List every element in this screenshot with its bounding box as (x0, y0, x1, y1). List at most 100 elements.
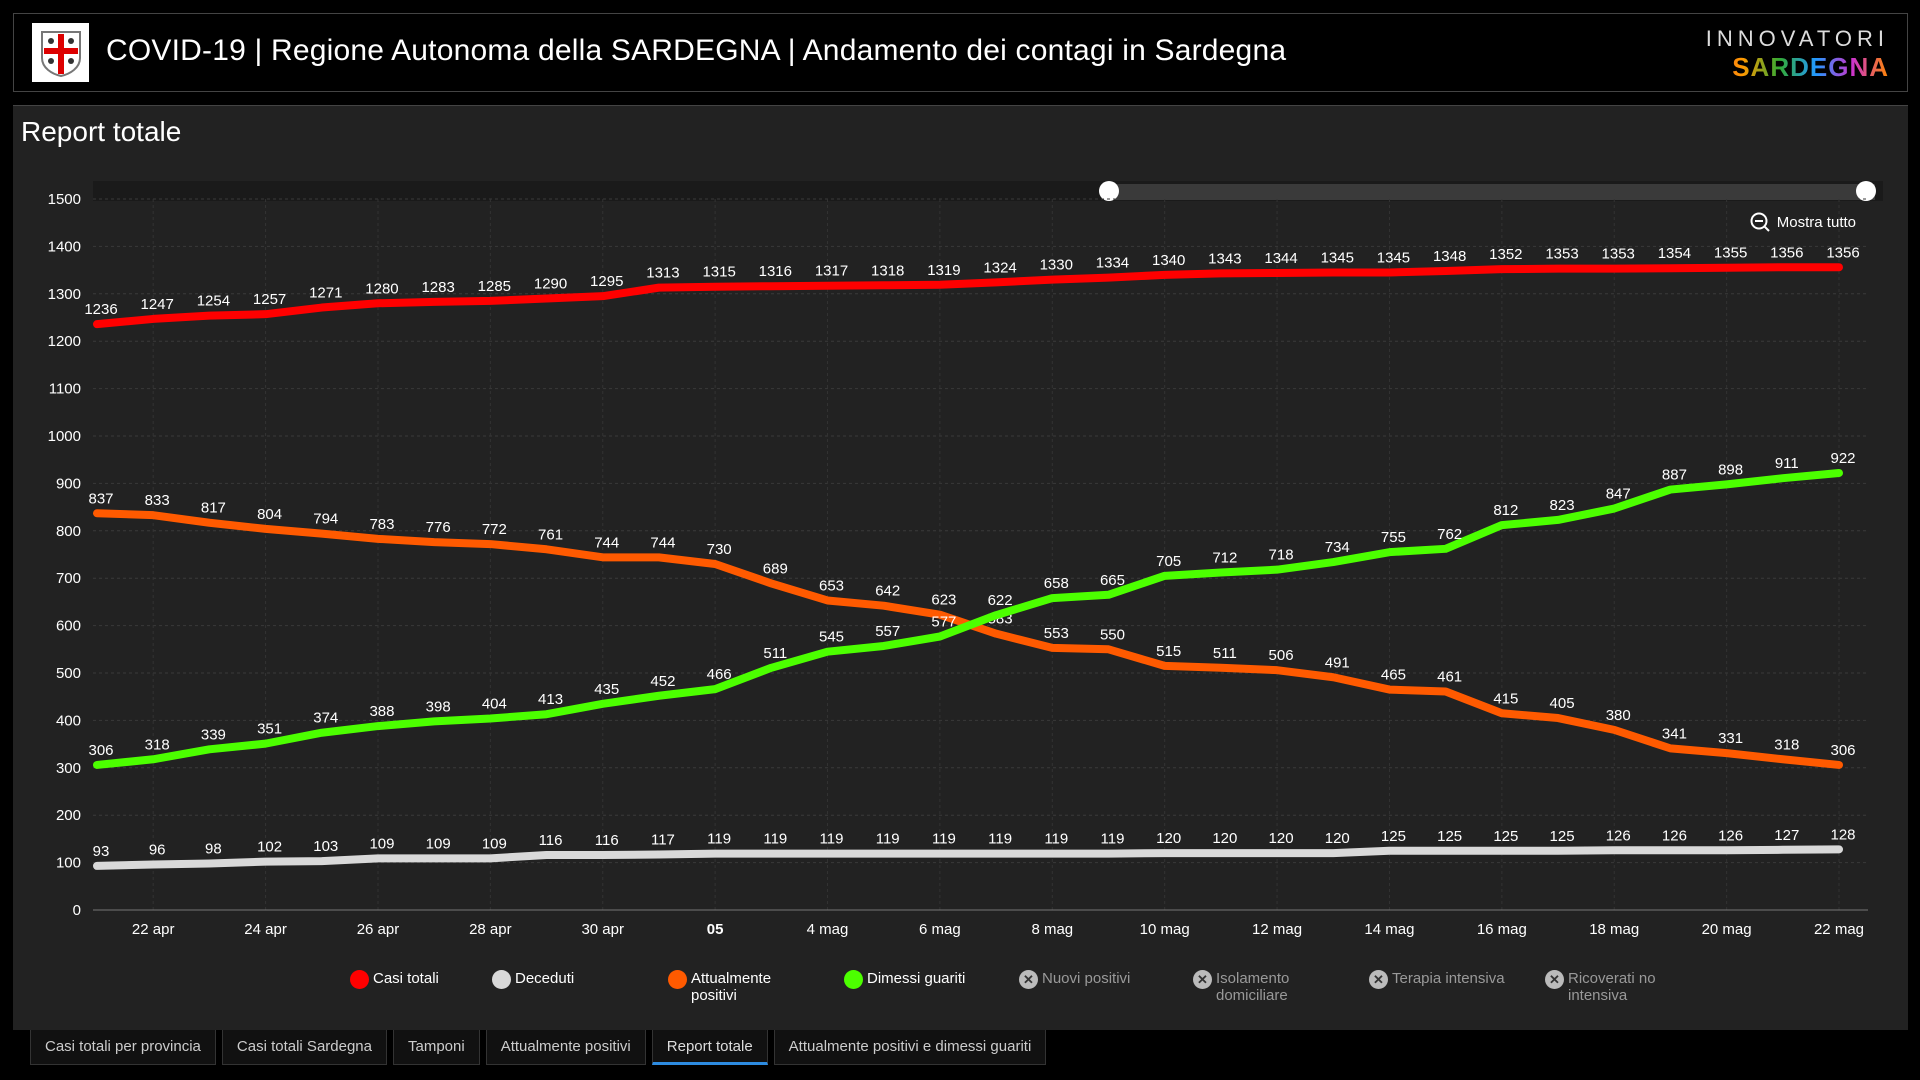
data-point-attualmente-positivi (1611, 726, 1618, 733)
x-tick-label: 22 mag (1814, 921, 1864, 938)
data-point-deceduti (1217, 850, 1224, 857)
panel-title: Report totale (21, 116, 182, 147)
data-point-attualmente-positivi (1161, 662, 1168, 669)
y-tick-label: 1400 (48, 238, 81, 255)
data-point-deceduti (599, 852, 606, 859)
data-point-casi-totali (1330, 269, 1337, 276)
legend-label: Attualmente positivi (691, 970, 772, 1004)
data-label-attualmente-positivi: 776 (426, 519, 451, 536)
data-point-attualmente-positivi (880, 602, 887, 609)
data-point-dimessi-guariti (880, 642, 887, 649)
data-point-attualmente-positivi (1105, 646, 1112, 653)
tab-casi-totali-sardegna[interactable]: Casi totali Sardegna (221, 1030, 387, 1065)
legend-item-attualmente-positivi[interactable]: Attualmente positivi (668, 970, 826, 1004)
data-label-casi-totali: 1353 (1602, 246, 1635, 263)
data-point-dimessi-guariti (655, 692, 662, 699)
legend-hidden-x-icon: ✕ (1369, 970, 1388, 989)
data-point-casi-totali (206, 312, 213, 319)
data-label-attualmente-positivi: 550 (1100, 626, 1125, 643)
data-label-casi-totali: 1280 (365, 280, 398, 297)
data-label-dimessi-guariti: 705 (1156, 553, 1181, 570)
data-label-casi-totali: 1257 (253, 291, 286, 308)
data-point-deceduti (824, 850, 831, 857)
data-label-deceduti: 119 (707, 831, 731, 848)
legend-item-deceduti[interactable]: Deceduti (492, 970, 650, 1004)
x-tick-label: 28 apr (469, 921, 512, 938)
data-point-dimessi-guariti (1386, 549, 1393, 556)
y-tick-label: 500 (56, 665, 81, 682)
data-label-casi-totali: 1236 (84, 301, 117, 318)
legend-item-isolamento-domiciliare[interactable]: ✕ Isolamento domiciliare (1193, 970, 1351, 1004)
data-point-deceduti (431, 855, 438, 862)
data-point-attualmente-positivi (1723, 750, 1730, 757)
data-label-casi-totali: 1316 (759, 263, 792, 280)
data-point-dimessi-guariti (487, 715, 494, 722)
data-point-deceduti (150, 861, 157, 868)
legend-item-ricoverati-no-intensiva[interactable]: ✕ Ricoverati no intensiva (1545, 970, 1675, 1004)
tab-attualmente-positivi[interactable]: Attualmente positivi (485, 1030, 646, 1065)
data-point-casi-totali (1442, 268, 1449, 275)
tab-tamponi[interactable]: Tamponi (393, 1030, 480, 1065)
data-point-dimessi-guariti (1498, 522, 1505, 529)
data-label-casi-totali: 1324 (983, 259, 1016, 276)
show-all-button[interactable]: Mostra tutto (1749, 211, 1856, 233)
data-point-casi-totali (318, 304, 325, 311)
legend-item-terapia-intensiva[interactable]: ✕ Terapia intensiva (1369, 970, 1527, 1004)
data-label-deceduti: 126 (1606, 827, 1631, 844)
legend-item-dimessi-guariti[interactable]: Dimessi guariti (844, 970, 1001, 1004)
data-point-casi-totali (824, 282, 831, 289)
legend-hidden-x-icon: ✕ (1019, 970, 1038, 989)
series-line-deceduti (93, 845, 1843, 870)
legend-item-casi-totali[interactable]: Casi totali (350, 970, 474, 1004)
data-label-casi-totali: 1345 (1377, 249, 1410, 266)
data-point-dimessi-guariti (206, 746, 213, 753)
data-label-attualmente-positivi: 837 (88, 490, 113, 507)
data-label-dimessi-guariti: 413 (538, 691, 563, 708)
y-tick-label: 1200 (48, 333, 81, 350)
data-label-attualmente-positivi: 744 (594, 534, 619, 551)
data-point-dimessi-guariti (318, 729, 325, 736)
data-label-dimessi-guariti: 812 (1493, 502, 1518, 519)
data-label-attualmente-positivi: 553 (1044, 625, 1069, 642)
tab-report-totale[interactable]: Report totale (651, 1030, 768, 1065)
data-point-attualmente-positivi (487, 541, 494, 548)
y-tick-label: 200 (56, 807, 81, 824)
data-label-deceduti: 93 (93, 843, 110, 860)
data-point-attualmente-positivi (1836, 761, 1842, 768)
legend-label: Terapia intensiva (1392, 970, 1505, 987)
legend-item-nuovi-positivi[interactable]: ✕ Nuovi positivi (1019, 970, 1175, 1004)
legend-label: Isolamento domiciliare (1216, 970, 1290, 1004)
y-tick-label: 300 (56, 760, 81, 777)
data-label-attualmente-positivi: 783 (369, 516, 394, 533)
data-point-attualmente-positivi (1049, 644, 1056, 651)
data-label-deceduti: 119 (932, 831, 956, 848)
app-header: COVID-19 | Regione Autonoma della SARDEG… (13, 13, 1908, 92)
data-label-attualmente-positivi: 405 (1550, 695, 1575, 712)
data-label-deceduti: 120 (1156, 830, 1181, 847)
data-point-deceduti (262, 858, 269, 865)
data-point-deceduti (374, 855, 381, 862)
data-label-casi-totali: 1254 (197, 293, 230, 310)
data-label-attualmente-positivi: 506 (1269, 647, 1294, 664)
tab-attualmente-positivi-e-dimessi-guariti[interactable]: Attualmente positivi e dimessi guariti (773, 1030, 1047, 1065)
data-point-casi-totali (543, 295, 550, 302)
data-point-dimessi-guariti (1836, 469, 1842, 476)
data-point-dimessi-guariti (1330, 559, 1337, 566)
y-tick-label: 0 (73, 902, 81, 919)
data-point-casi-totali (1386, 269, 1393, 276)
data-point-attualmente-positivi (262, 525, 269, 532)
x-tick-label: 26 apr (357, 921, 400, 938)
tab-bar: Casi totali per provincia Casi totali Sar… (30, 1030, 1047, 1065)
data-point-dimessi-guariti (543, 711, 550, 718)
brand-line2: SARDEGNA (1706, 52, 1889, 83)
range-slider-handle-1[interactable] (1856, 181, 1876, 201)
tab-casi-totali-per-provincia[interactable]: Casi totali per provincia (30, 1030, 216, 1065)
data-point-deceduti (1667, 847, 1674, 854)
data-point-deceduti (1105, 850, 1112, 857)
data-point-deceduti (768, 850, 775, 857)
data-label-casi-totali: 1317 (815, 263, 848, 280)
range-slider-handle-0[interactable] (1099, 181, 1119, 201)
data-point-attualmente-positivi (1555, 715, 1562, 722)
data-point-attualmente-positivi (1217, 664, 1224, 671)
data-point-attualmente-positivi (150, 512, 157, 519)
